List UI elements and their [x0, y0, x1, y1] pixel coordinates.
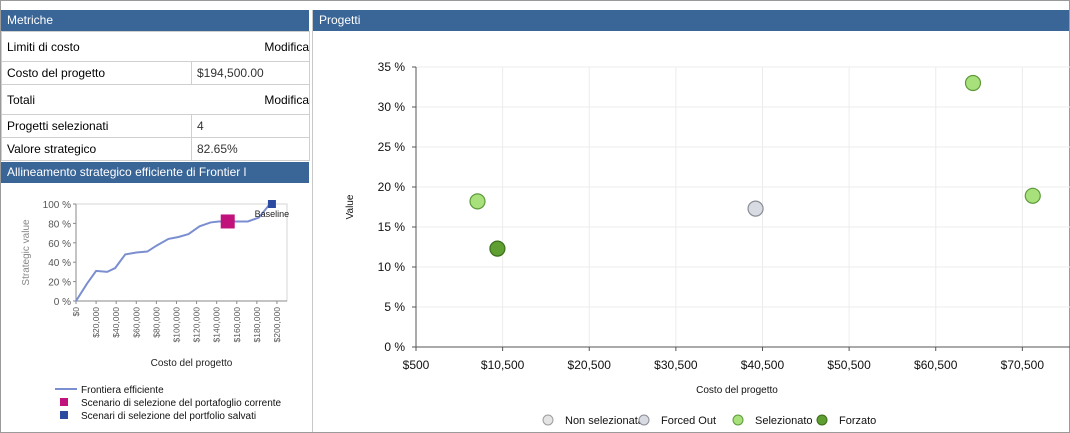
scatter-legend-label: Forced Out	[661, 415, 716, 427]
projects-panel-header: Progetti	[313, 10, 1069, 31]
projects-y-tick-label: 20 %	[378, 180, 406, 194]
frontier-y-tick-label: 80 %	[48, 219, 71, 230]
project-cost-value: $194,500.00	[190, 61, 311, 85]
scatter-legend-label: Forzato	[839, 415, 876, 427]
frontier-y-tick-label: 60 %	[48, 239, 71, 250]
scatter-legend-label: Selezionato	[755, 415, 813, 427]
project-point	[1024, 187, 1041, 204]
projects-x-tick-label: $50,500	[827, 358, 871, 372]
selected-projects-value: 4	[190, 114, 311, 138]
metrics-panel-header: Metriche	[1, 10, 309, 31]
projects-x-tick-label: $10,500	[481, 358, 525, 372]
projects-y-tick-label: 25 %	[378, 140, 406, 154]
frontier-x-tick-label: $200,000	[272, 307, 282, 343]
saved-scenario-label: Baseline	[255, 209, 290, 219]
totals-label: Totali	[7, 92, 36, 107]
projects-y-tick-label: 30 %	[378, 100, 406, 114]
projects-x-axis-title: Costo del progetto	[696, 385, 778, 396]
legend-square-swatch	[60, 398, 68, 406]
frontier-x-tick-label: $20,000	[91, 307, 101, 338]
frontier-panel-header: Allineamento strategico efficiente di Fr…	[1, 162, 309, 183]
strategic-value-label: Valore strategico	[1, 137, 192, 161]
frontier-y-tick-label: 40 %	[48, 258, 71, 269]
projects-x-tick-label: $30,500	[654, 358, 698, 372]
projects-y-tick-label: 5 %	[384, 300, 405, 314]
efficient-frontier-line	[75, 203, 271, 302]
frontier-x-tick-label: $100,000	[171, 307, 181, 343]
frontier-x-tick-label: $80,000	[151, 307, 161, 338]
projects-x-tick-label: $70,500	[1001, 358, 1045, 372]
frontier-chart-area: 0 % 20 % 40 % 60 % 80 % 100 % $0 $20,000 $40,000…	[1, 183, 309, 432]
projects-y-tick-label: 10 %	[378, 260, 406, 274]
projects-scatter-chart: 0 % 5 % 10 % 15 % 20 % 25 % 30 % 35 % $500 $10,50…	[345, 60, 1070, 427]
selected-projects-row: Progetti selezionati 4	[1, 114, 311, 138]
scatter-legend-marker	[732, 414, 744, 426]
frontier-y-tick-label: 100 %	[43, 200, 71, 211]
frontier-x-tick-label: $60,000	[131, 307, 141, 338]
scatter-legend-marker	[638, 414, 650, 426]
project-cost-label: Costo del progetto	[1, 61, 192, 85]
edit-cost-limits-link[interactable]: Modifica	[264, 39, 310, 54]
left-column: Metriche Limiti di costo Modifica Costo …	[0, 10, 311, 432]
scatter-legend-marker	[542, 414, 554, 426]
projects-y-tick-label: 35 %	[378, 60, 406, 74]
legend-label: Scenari di selezione del portfolio salva…	[81, 411, 256, 422]
efficient-frontier-chart: 0 % 20 % 40 % 60 % 80 % 100 % $0 $20,000 $40,000…	[21, 200, 290, 422]
projects-x-tick-label: $40,500	[741, 358, 785, 372]
totals-row: Totali Modifica	[0, 84, 311, 115]
frontier-y-axis-title: Strategic value	[21, 219, 32, 286]
legend-label: Scenario di selezione del portafoglio co…	[81, 398, 282, 409]
strategic-value-value: 82.65%	[190, 137, 311, 161]
frontier-x-axis-title: Costo del progetto	[151, 358, 233, 369]
right-column: Progetti 0 % 5 % 10 % 15 % 20 % 25 % 30 % 35 % $…	[312, 10, 1070, 432]
frontier-x-tick-label: $120,000	[192, 307, 202, 343]
scatter-legend-label: Non selezionata	[565, 415, 645, 427]
projects-x-tick-label: $60,500	[914, 358, 958, 372]
projects-y-tick-label: 0 %	[384, 340, 405, 354]
projects-y-axis-title: Value	[345, 194, 356, 219]
legend-square-swatch	[60, 411, 68, 419]
cost-limits-row: Limiti di costo Modifica	[0, 31, 311, 62]
saved-scenario-marker	[267, 200, 276, 208]
scatter-legend-marker	[816, 414, 828, 426]
projects-chart-area: 0 % 5 % 10 % 15 % 20 % 25 % 30 % 35 % $500 $10,50…	[313, 31, 1070, 432]
strategic-value-row: Valore strategico 82.65%	[1, 137, 311, 161]
edit-totals-link[interactable]: Modifica	[264, 92, 310, 107]
frontier-y-tick-label: 0 %	[54, 297, 71, 308]
project-point	[964, 74, 982, 92]
projects-y-tick-label: 15 %	[378, 220, 406, 234]
frontier-x-tick-label: $0	[71, 307, 81, 317]
projects-x-tick-label: $500	[403, 358, 430, 372]
cost-limits-cell: Limiti di costo Modifica	[0, 31, 311, 62]
project-point	[469, 193, 486, 210]
selected-projects-label: Progetti selezionati	[1, 114, 192, 138]
project-point	[489, 240, 506, 257]
current-scenario-marker	[220, 214, 235, 229]
project-cost-row: Costo del progetto $194,500.00	[1, 61, 311, 85]
frontier-x-tick-label: $140,000	[212, 307, 222, 343]
project-point	[747, 200, 764, 217]
cost-limits-label: Limiti di costo	[7, 39, 80, 54]
frontier-x-tick-label: $180,000	[252, 307, 262, 343]
frontier-x-tick-label: $40,000	[111, 307, 121, 338]
projects-x-tick-label: $20,500	[568, 358, 612, 372]
legend-label: Frontiera efficiente	[81, 385, 164, 396]
frontier-y-tick-label: 20 %	[48, 278, 71, 289]
metrics-table: Limiti di costo Modifica Costo del proge…	[0, 31, 311, 161]
totals-cell: Totali Modifica	[0, 84, 311, 115]
frontier-x-tick-label: $160,000	[232, 307, 242, 343]
